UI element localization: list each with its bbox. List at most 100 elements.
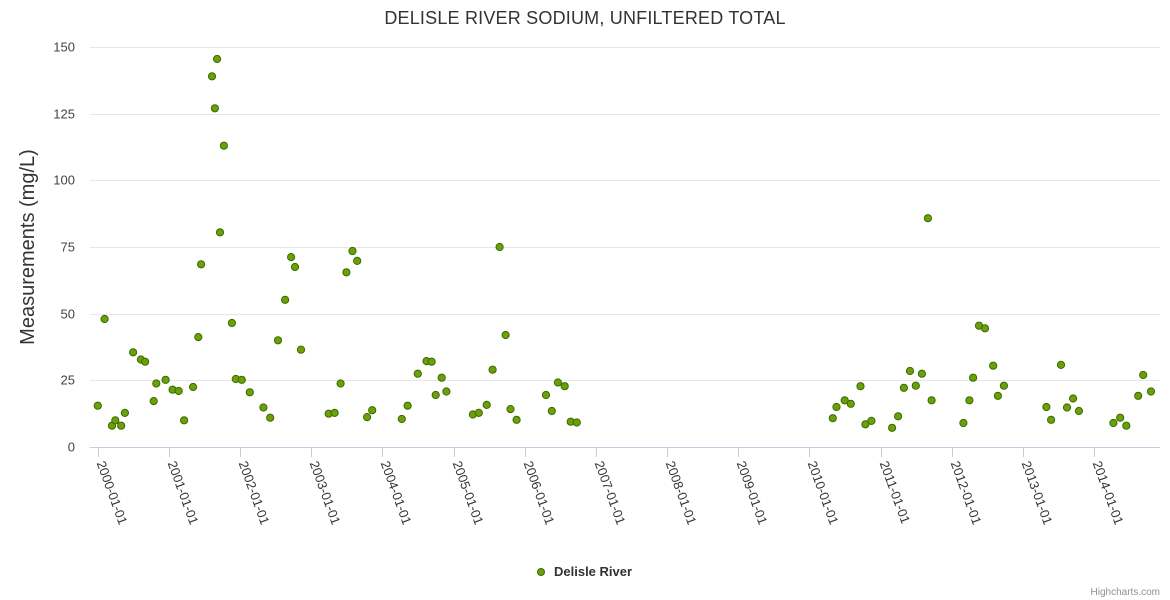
data-point[interactable] [194,333,203,342]
data-point[interactable] [572,418,581,427]
data-point[interactable] [197,260,206,269]
data-point[interactable] [290,262,300,272]
data-point[interactable] [501,330,510,340]
data-point[interactable] [207,72,217,81]
data-point[interactable] [210,104,219,113]
data-point[interactable] [927,396,936,405]
data-point[interactable] [342,268,351,277]
data-point[interactable] [1134,391,1143,400]
data-point[interactable] [1122,421,1131,430]
data-point[interactable] [474,408,483,417]
data-point[interactable] [180,416,189,425]
data-point[interactable] [227,318,236,328]
data-point[interactable] [832,402,841,412]
data-point[interactable] [840,396,849,405]
data-point[interactable] [553,378,563,387]
data-point[interactable] [911,381,920,390]
legend-item-label[interactable]: Delisle River [554,564,632,579]
data-point[interactable] [348,246,357,256]
data-point[interactable] [560,382,569,391]
data-point[interactable] [965,396,974,405]
data-point[interactable] [245,388,254,397]
data-point[interactable] [149,397,158,406]
data-point[interactable] [336,379,345,388]
data-point[interactable] [442,387,451,396]
data-point[interactable] [980,324,990,333]
data-point[interactable] [281,295,290,304]
data-point[interactable] [969,373,978,382]
data-point[interactable] [431,390,440,400]
data-point[interactable] [100,314,109,324]
data-point[interactable] [215,228,225,237]
data-point[interactable] [266,413,275,422]
data-point[interactable] [296,345,306,354]
data-point[interactable] [174,386,183,396]
data-point[interactable] [888,423,897,432]
data-point[interactable] [999,381,1009,390]
data-point[interactable] [482,400,491,409]
data-point[interactable] [1056,360,1066,369]
data-point[interactable] [129,348,138,357]
data-point[interactable] [93,401,102,410]
data-point[interactable] [856,382,865,391]
data-point[interactable] [1146,387,1156,396]
data-point[interactable] [1116,413,1125,422]
data-point[interactable] [541,390,551,400]
data-point[interactable] [363,413,372,422]
data-point[interactable] [368,406,377,415]
data-point[interactable] [861,420,870,429]
data-point[interactable] [1074,406,1084,416]
data-point[interactable] [923,214,933,223]
data-point[interactable] [189,382,198,392]
data-point[interactable] [959,418,968,428]
data-point[interactable] [273,336,283,345]
data-point[interactable] [993,391,1003,400]
data-point[interactable] [1047,415,1056,424]
data-point[interactable] [867,416,876,425]
legend[interactable]: Delisle River [537,564,633,579]
data-point[interactable] [287,253,296,262]
data-point[interactable] [330,408,339,417]
data-point[interactable] [219,141,228,150]
data-point[interactable] [1109,418,1118,428]
data-point[interactable] [237,375,246,384]
data-point[interactable] [547,406,556,416]
data-point[interactable] [213,54,222,64]
data-point[interactable] [828,414,837,423]
data-point[interactable] [397,414,406,424]
data-point[interactable] [506,405,515,414]
y-tick-label: 0 [68,440,75,455]
data-point[interactable] [1139,370,1148,380]
data-point[interactable] [427,357,436,366]
data-point[interactable] [495,242,504,252]
data-point[interactable] [1042,402,1051,412]
data-point[interactable] [894,412,903,421]
data-point[interactable] [161,375,170,384]
data-point[interactable] [141,357,150,366]
data-point[interactable] [413,369,422,378]
data-point[interactable] [512,415,521,424]
credits-link[interactable]: Highcharts.com [1091,587,1160,598]
data-point[interactable] [437,373,446,382]
data-point[interactable] [259,403,268,412]
data-point[interactable] [111,416,120,425]
data-point[interactable] [846,399,855,408]
series-delisle-river[interactable] [93,54,1156,432]
data-point[interactable] [899,383,909,392]
data-point[interactable] [1069,394,1078,403]
data-point[interactable] [353,256,362,265]
y-tick-label: 50 [61,307,75,322]
data-point[interactable] [120,408,130,417]
x-tick-label: 2000-01-01 [94,459,131,527]
data-point[interactable] [1062,403,1072,412]
y-tick-label: 150 [53,40,75,55]
data-point[interactable] [403,401,412,410]
x-tick-label: 2003-01-01 [307,459,344,527]
data-point[interactable] [152,379,161,388]
y-tick-label: 100 [53,173,75,188]
data-point[interactable] [989,361,998,370]
data-point[interactable] [917,369,927,378]
data-point[interactable] [488,365,497,374]
data-point[interactable] [117,421,126,430]
data-point[interactable] [905,366,915,376]
